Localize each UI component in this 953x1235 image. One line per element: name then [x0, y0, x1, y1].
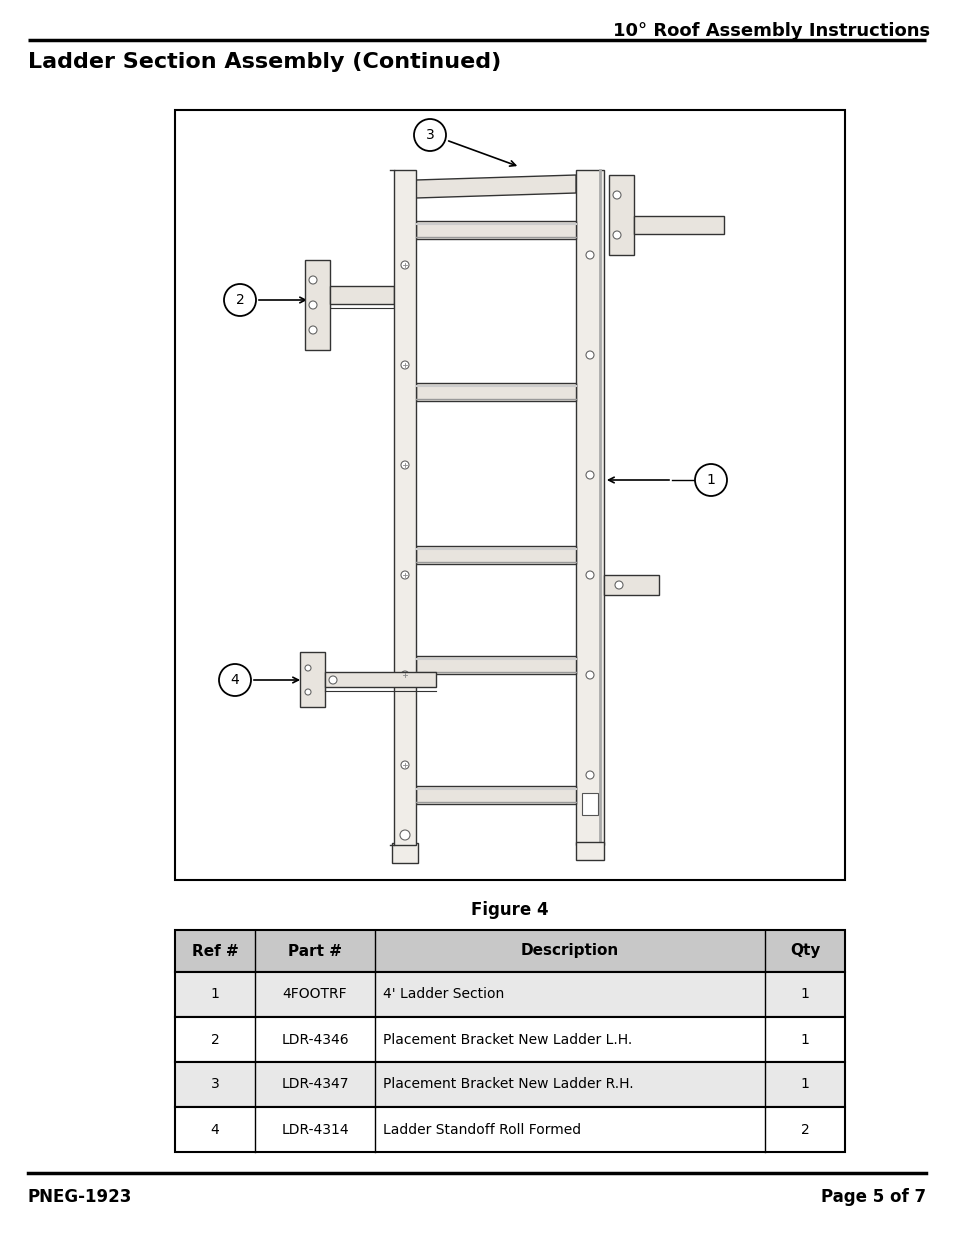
- Circle shape: [613, 231, 620, 240]
- FancyBboxPatch shape: [330, 287, 394, 304]
- Text: Placement Bracket New Ladder R.H.: Placement Bracket New Ladder R.H.: [382, 1077, 633, 1092]
- Circle shape: [329, 676, 336, 684]
- FancyBboxPatch shape: [299, 652, 325, 706]
- Text: 1: 1: [800, 1032, 808, 1046]
- FancyBboxPatch shape: [394, 170, 416, 845]
- Text: 1: 1: [800, 1077, 808, 1092]
- FancyBboxPatch shape: [416, 221, 576, 240]
- FancyBboxPatch shape: [416, 785, 576, 804]
- FancyBboxPatch shape: [174, 972, 844, 1016]
- Circle shape: [309, 275, 316, 284]
- Circle shape: [399, 830, 410, 840]
- Text: 1: 1: [706, 473, 715, 487]
- Circle shape: [400, 261, 409, 269]
- FancyBboxPatch shape: [576, 170, 603, 845]
- FancyBboxPatch shape: [416, 383, 576, 401]
- FancyBboxPatch shape: [174, 1016, 844, 1062]
- Circle shape: [309, 326, 316, 333]
- Circle shape: [695, 464, 726, 496]
- FancyBboxPatch shape: [174, 1107, 844, 1152]
- Text: Placement Bracket New Ladder L.H.: Placement Bracket New Ladder L.H.: [382, 1032, 632, 1046]
- Text: 2: 2: [235, 293, 244, 308]
- Circle shape: [305, 664, 311, 671]
- Text: Ladder Section Assembly (Continued): Ladder Section Assembly (Continued): [28, 52, 500, 72]
- FancyBboxPatch shape: [603, 576, 659, 595]
- Text: Description: Description: [520, 944, 618, 958]
- Text: 1: 1: [211, 988, 219, 1002]
- Circle shape: [585, 771, 594, 779]
- FancyBboxPatch shape: [634, 216, 723, 233]
- FancyBboxPatch shape: [174, 110, 844, 881]
- Circle shape: [615, 580, 622, 589]
- Circle shape: [309, 301, 316, 309]
- Text: 4: 4: [211, 1123, 219, 1136]
- FancyBboxPatch shape: [174, 1062, 844, 1107]
- Text: Ref #: Ref #: [192, 944, 238, 958]
- Circle shape: [400, 761, 409, 769]
- Text: PNEG-1923: PNEG-1923: [28, 1188, 132, 1207]
- Polygon shape: [416, 175, 576, 198]
- Text: 2: 2: [211, 1032, 219, 1046]
- Circle shape: [400, 571, 409, 579]
- Circle shape: [305, 689, 311, 695]
- Circle shape: [400, 461, 409, 469]
- Circle shape: [585, 571, 594, 579]
- Circle shape: [585, 671, 594, 679]
- FancyBboxPatch shape: [392, 844, 417, 863]
- Circle shape: [585, 351, 594, 359]
- Text: 2: 2: [800, 1123, 808, 1136]
- Text: Ladder Standoff Roll Formed: Ladder Standoff Roll Formed: [382, 1123, 580, 1136]
- Text: 10° Roof Assembly Instructions: 10° Roof Assembly Instructions: [612, 22, 929, 40]
- Text: 3: 3: [425, 128, 434, 142]
- Text: 3: 3: [211, 1077, 219, 1092]
- Text: LDR-4346: LDR-4346: [281, 1032, 349, 1046]
- FancyBboxPatch shape: [581, 793, 598, 815]
- FancyBboxPatch shape: [174, 930, 844, 972]
- Text: 4FOOTRF: 4FOOTRF: [282, 988, 347, 1002]
- Text: Page 5 of 7: Page 5 of 7: [820, 1188, 925, 1207]
- Text: 4' Ladder Section: 4' Ladder Section: [382, 988, 504, 1002]
- Circle shape: [414, 119, 446, 151]
- FancyBboxPatch shape: [325, 672, 436, 687]
- Circle shape: [400, 361, 409, 369]
- Circle shape: [400, 671, 409, 679]
- FancyBboxPatch shape: [576, 842, 603, 860]
- FancyBboxPatch shape: [416, 546, 576, 564]
- Circle shape: [613, 191, 620, 199]
- Circle shape: [585, 471, 594, 479]
- FancyBboxPatch shape: [416, 656, 576, 674]
- Text: Qty: Qty: [789, 944, 820, 958]
- FancyBboxPatch shape: [305, 261, 330, 350]
- Text: 1: 1: [800, 988, 808, 1002]
- Text: LDR-4347: LDR-4347: [281, 1077, 349, 1092]
- Text: Figure 4: Figure 4: [471, 902, 548, 919]
- Text: 4: 4: [231, 673, 239, 687]
- FancyBboxPatch shape: [608, 175, 634, 254]
- Circle shape: [224, 284, 255, 316]
- Text: Part #: Part #: [288, 944, 341, 958]
- Circle shape: [219, 664, 251, 697]
- Circle shape: [585, 251, 594, 259]
- Text: LDR-4314: LDR-4314: [281, 1123, 349, 1136]
